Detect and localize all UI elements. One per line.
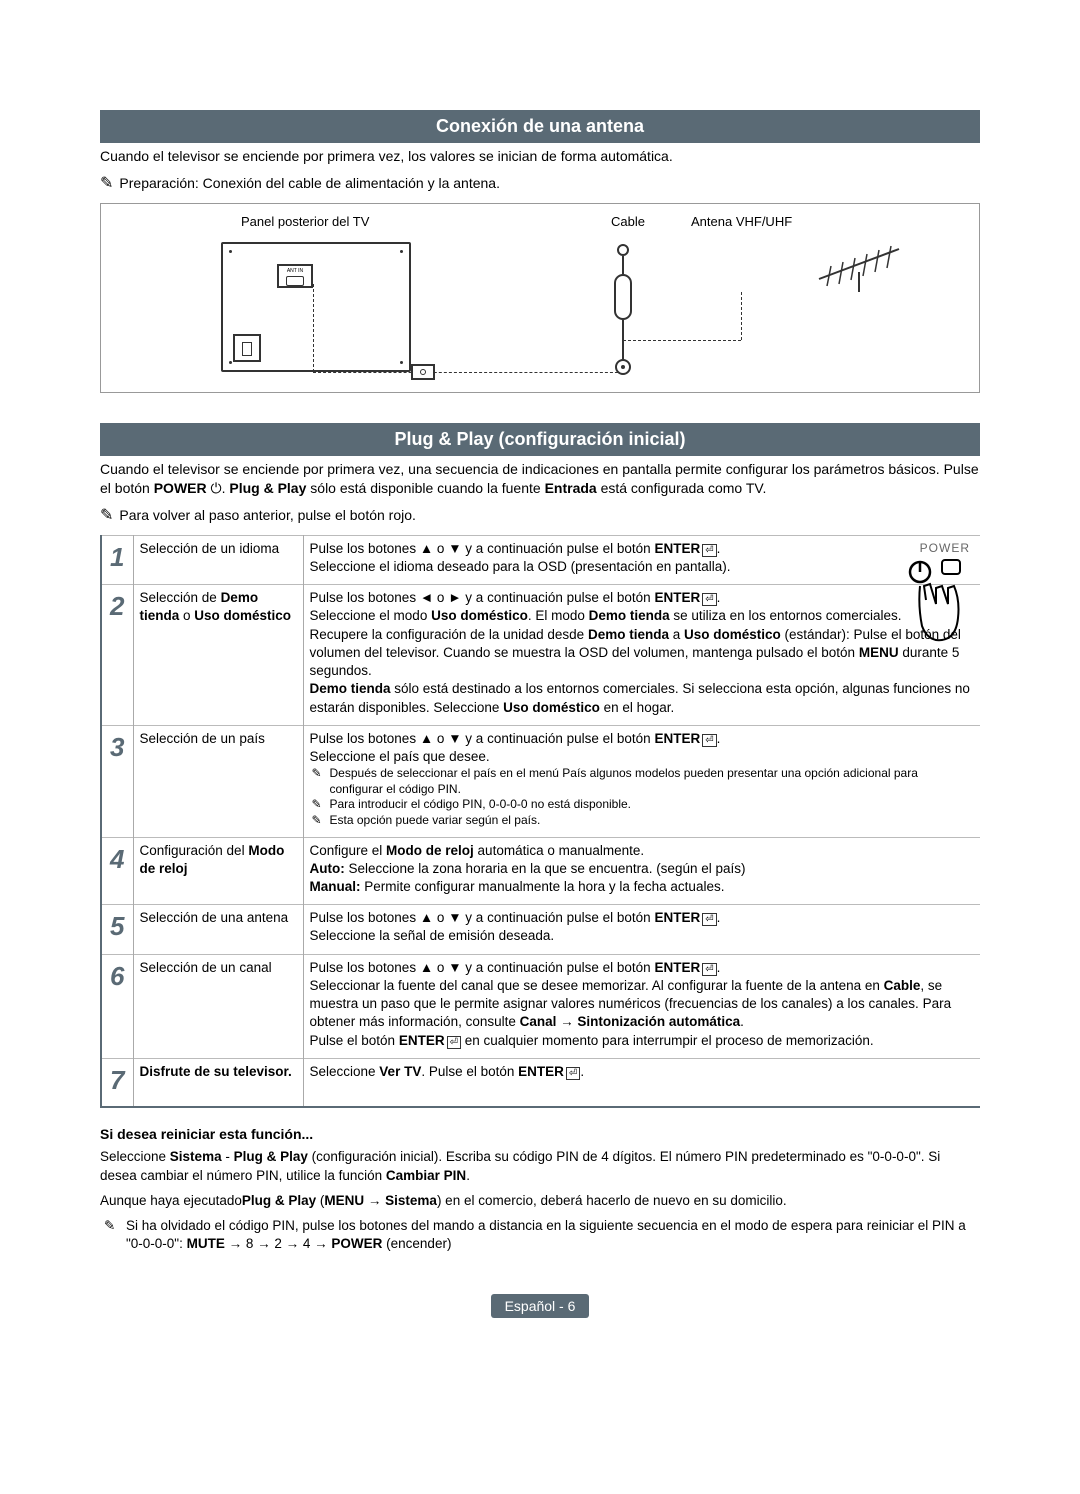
table-row: 3 Selección de un país Pulse los botones… [101, 725, 980, 837]
ant-in-label: ANT IN [279, 268, 311, 274]
antenna-icon [809, 234, 909, 294]
page-container: Conexión de una antena Cuando el televis… [0, 0, 1080, 1358]
diagram-antenna-label: Antena VHF/UHF [691, 214, 792, 229]
diagram-cable-label: Cable [611, 214, 645, 229]
step-title: Selección de un canal [133, 954, 303, 1058]
step-number: 2 [110, 591, 124, 621]
step-description: Pulse los botones ▲ o ▼ y a continuación… [303, 725, 980, 837]
cable-end-icon [615, 359, 631, 375]
step-subnote: Después de seleccionar el país en el men… [310, 766, 975, 797]
step-title: Selección de una antena [133, 905, 303, 954]
step-description: Configure el Modo de reloj automática o … [303, 837, 980, 905]
table-row: 6 Selección de un canal Pulse los botone… [101, 954, 980, 1058]
footer-badge: Español - 6 [491, 1294, 590, 1318]
reset-heading: Si desea reiniciar esta función... [100, 1126, 980, 1142]
step-subnote: Esta opción puede variar según el país. [310, 813, 975, 829]
step-description: Pulse los botones ▲ o ▼ y a continuación… [303, 954, 980, 1058]
step-number: 3 [110, 732, 124, 762]
antenna-intro: Cuando el televisor se enciende por prim… [100, 147, 980, 167]
step-description: Seleccione Ver TV. Pulse el botón ENTER. [303, 1058, 980, 1107]
plugplay-note: Para volver al paso anterior, pulse el b… [100, 505, 980, 525]
step-number: 1 [110, 542, 124, 572]
step-number: 6 [110, 961, 124, 991]
reset-text-2: Aunque haya ejecutadoPlug & Play (MENU →… [100, 1192, 980, 1211]
reset-text-1: Seleccione Sistema - Plug & Play (config… [100, 1148, 980, 1186]
page-footer: Español - 6 [100, 1294, 980, 1318]
table-row: 7 Disfrute de su televisor. Seleccione V… [101, 1058, 980, 1107]
step-title: Disfrute de su televisor. [133, 1058, 303, 1107]
step-description: Pulse los botones ◄ o ► y a continuación… [303, 585, 980, 726]
table-row: 2 Selección de Demo tienda o Uso domésti… [101, 585, 980, 726]
step-title: Configuración del Modo de reloj [133, 837, 303, 905]
table-row: 4 Configuración del Modo de reloj Config… [101, 837, 980, 905]
power-label: POWER [920, 540, 970, 556]
antenna-diagram: Panel posterior del TV Cable Antena VHF/… [100, 203, 980, 393]
step-description: Pulse los botones ▲ o ▼ y a continuación… [303, 535, 980, 584]
section-plugplay-header: Plug & Play (configuración inicial) [100, 423, 980, 456]
diagram-panel-label: Panel posterior del TV [241, 214, 369, 229]
step-title: Selección de un idioma [133, 535, 303, 584]
step-number: 5 [110, 911, 124, 941]
power-icon [211, 480, 222, 496]
step-subnote: Para introducir el código PIN, 0-0-0-0 n… [310, 797, 975, 813]
cable-cylinder-icon [614, 274, 632, 320]
tv-panel-icon: ANT IN [221, 242, 411, 372]
reset-note: Si ha olvidado el código PIN, pulse los … [100, 1217, 980, 1255]
antenna-note: Preparación: Conexión del cable de alime… [100, 173, 980, 193]
cable-top-icon [617, 244, 629, 256]
step-title: Selección de un país [133, 725, 303, 837]
steps-table: 1 Selección de un idioma Pulse los boton… [100, 535, 980, 1108]
step-number: 7 [110, 1065, 124, 1095]
table-row: 5 Selección de una antena Pulse los boto… [101, 905, 980, 954]
plugplay-intro: Cuando el televisor se enciende por prim… [100, 460, 980, 499]
cable-connector-icon [411, 364, 435, 380]
step-number: 4 [110, 844, 124, 874]
table-row: 1 Selección de un idioma Pulse los boton… [101, 535, 980, 584]
step-title: Selección de Demo tienda o Uso doméstico [133, 585, 303, 726]
step-description: Pulse los botones ▲ o ▼ y a continuación… [303, 905, 980, 954]
section-antenna-header: Conexión de una antena [100, 110, 980, 143]
